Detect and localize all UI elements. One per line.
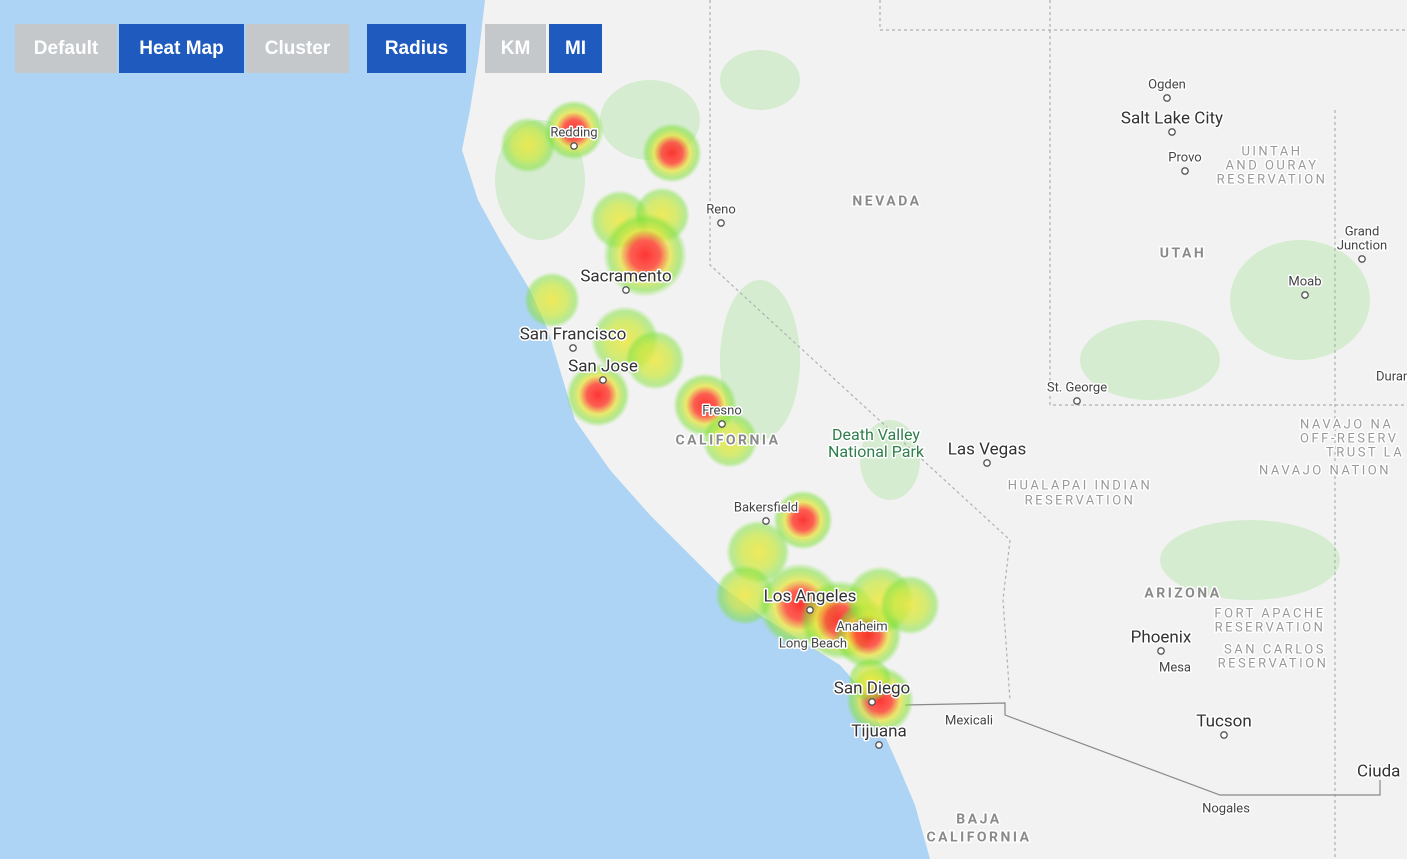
national-border <box>904 702 1381 796</box>
km-button[interactable]: KM <box>485 24 546 73</box>
place-label: Ogden <box>1148 77 1186 92</box>
place-label: CALIFORNIA <box>675 433 780 449</box>
city-dot <box>1157 647 1165 655</box>
state-borders <box>709 0 1407 859</box>
place-label: Long Beach <box>779 636 847 651</box>
place-label: Ciuda <box>1357 761 1400 781</box>
mi-button[interactable]: MI <box>549 24 602 73</box>
heat-blob <box>566 363 630 427</box>
heat-blob <box>880 575 940 635</box>
city-dot <box>1163 94 1171 102</box>
place-label: BAJA <box>956 812 1001 828</box>
place-label: Grand <box>1345 224 1380 239</box>
heat-blob <box>702 412 758 468</box>
place-label: Fresno <box>702 403 742 418</box>
heat-blob <box>625 330 685 390</box>
place-label: TRUST LA <box>1326 445 1404 460</box>
default-button[interactable]: Default <box>15 24 117 73</box>
place-label: Junction <box>1337 238 1387 253</box>
heat-blob <box>544 100 604 160</box>
place-label: RESERVATION <box>1215 620 1326 635</box>
heatmap <box>500 100 940 734</box>
place-label: Nogales <box>1202 801 1250 816</box>
city-dot <box>806 606 814 614</box>
city-dot <box>1168 128 1176 136</box>
city-dot <box>718 420 726 428</box>
city-dot <box>875 741 883 749</box>
city-dot <box>570 142 578 150</box>
cluster-button[interactable]: Cluster <box>246 24 349 73</box>
city-dot <box>1073 397 1081 405</box>
place-label: UTAH <box>1160 246 1206 262</box>
place-label: Anaheim <box>836 619 887 634</box>
place-label: OFF-RESERV <box>1300 431 1399 446</box>
place-label: Bakersfield <box>734 500 798 515</box>
city-dot <box>868 698 876 706</box>
place-label: San Diego <box>834 678 911 698</box>
place-label: RESERVATION <box>1218 656 1329 671</box>
city-dot <box>569 344 577 352</box>
heat-blob <box>603 213 687 297</box>
place-label: Tucson <box>1196 711 1251 731</box>
place-label: NAVAJO NA <box>1300 417 1393 432</box>
place-label: St. George <box>1047 380 1107 395</box>
place-label: FORT APACHE <box>1214 606 1325 621</box>
city-dot <box>1220 731 1228 739</box>
place-label: San Jose <box>568 356 638 376</box>
place-label: ARIZONA <box>1144 586 1221 602</box>
place-label: Las Vegas <box>948 439 1026 459</box>
radius-button[interactable]: Radius <box>367 24 466 73</box>
heat-blob <box>500 117 556 173</box>
place-label: AND OURAY <box>1225 158 1318 173</box>
place-label: National Park <box>828 442 925 461</box>
place-label: Death Valley <box>832 425 920 444</box>
heat-blob <box>642 123 702 183</box>
place-label: Provo <box>1168 150 1201 165</box>
heat-blob <box>773 490 833 550</box>
city-dot <box>762 517 770 525</box>
place-label: Duran <box>1376 369 1407 384</box>
place-label: San Francisco <box>520 324 627 344</box>
city-dot <box>983 459 991 467</box>
place-label: Phoenix <box>1131 627 1192 647</box>
place-label: SAN CARLOS <box>1224 642 1326 657</box>
city-dot <box>1181 167 1189 175</box>
place-label: Sacramento <box>580 266 671 286</box>
place-label: Moab <box>1288 274 1321 289</box>
place-label: UINTAH <box>1241 144 1302 159</box>
place-label: Los Angeles <box>764 586 857 606</box>
place-label: RESERVATION <box>1217 172 1328 187</box>
place-label: Mexicali <box>945 713 993 728</box>
place-label: CALIFORNIA <box>926 830 1031 846</box>
place-label: HUALAPAI INDIAN <box>1008 478 1152 493</box>
heatmap-button[interactable]: Heat Map <box>119 24 244 73</box>
city-dot <box>1301 291 1309 299</box>
place-label: Mesa <box>1159 660 1191 675</box>
city-dot <box>717 219 725 227</box>
place-label: Salt Lake City <box>1121 108 1223 128</box>
place-label: Redding <box>550 125 597 140</box>
land <box>462 0 1407 859</box>
place-label: NAVAJO NATION <box>1259 463 1391 478</box>
heat-blob <box>524 272 580 328</box>
place-label: RESERVATION <box>1025 493 1136 508</box>
place-label: Reno <box>706 202 736 217</box>
city-dot <box>599 376 607 384</box>
place-label: NEVADA <box>852 194 921 210</box>
city-dot <box>1358 255 1366 263</box>
city-dot <box>622 286 630 294</box>
heat-blob <box>848 658 892 702</box>
place-label: Tijuana <box>851 721 907 741</box>
